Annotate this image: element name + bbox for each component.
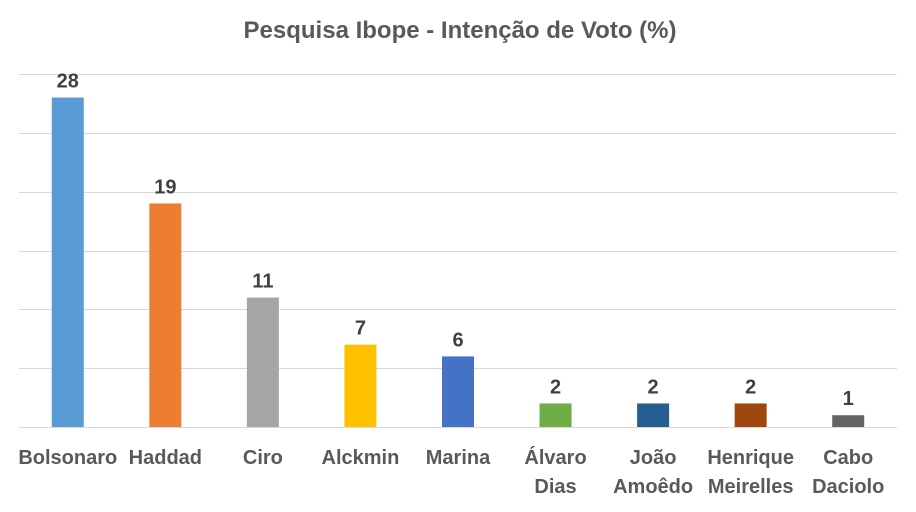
data-label: 1	[843, 388, 854, 410]
data-label: 19	[154, 176, 176, 198]
category-label-line: Bolsonaro	[18, 447, 117, 469]
category-label: Cabo Daciolo	[812, 447, 884, 498]
bars	[51, 97, 865, 428]
category-label: Marina	[426, 447, 491, 469]
data-label: 7	[355, 318, 366, 340]
bar	[637, 403, 670, 427]
category-label: Bolsonaro	[18, 447, 117, 469]
category-label-line: Dias	[534, 476, 576, 498]
category-label-line: Amoêdo	[613, 476, 693, 498]
category-label-line: Daciolo	[812, 476, 884, 498]
category-label-line: Cabo	[823, 447, 873, 469]
category-label: Alckmin	[322, 447, 400, 469]
category-label: Haddad	[129, 447, 202, 469]
bar	[51, 97, 84, 428]
category-label-line: Ciro	[243, 447, 283, 469]
category-label-line: Alckmin	[322, 447, 400, 469]
bar	[149, 203, 182, 427]
data-label: 11	[252, 271, 273, 293]
category-label-line: Marina	[426, 447, 491, 469]
bar	[246, 297, 279, 427]
bar	[734, 403, 767, 427]
bar	[539, 403, 572, 427]
bar	[344, 344, 377, 427]
bar	[442, 356, 474, 427]
category-label: Ciro	[243, 447, 283, 469]
category-label: Henrique Meirelles	[707, 447, 794, 498]
category-label-line: Meirelles	[708, 476, 794, 498]
data-label: 6	[452, 329, 463, 351]
category-labels: Bolsonaro Haddad Ciro Alckmin Marina Álvaro Di…	[18, 446, 884, 498]
category-label: João Amoêdo	[613, 447, 693, 498]
bar	[832, 415, 865, 427]
chart-title: Pesquisa Ibope - Intenção de Voto (%)	[244, 17, 677, 44]
category-label-line: Henrique	[707, 447, 794, 469]
value-labels: 28 19 11 7 6 2 2 2 1	[57, 71, 854, 411]
category-label-line: Álvaro	[524, 446, 586, 469]
category-label-line: João	[630, 447, 677, 469]
data-label: 2	[648, 376, 659, 398]
data-label: 2	[745, 376, 756, 398]
data-label: 28	[57, 71, 79, 93]
category-label: Álvaro Dias	[524, 446, 586, 498]
category-label-line: Haddad	[129, 447, 202, 469]
data-label: 2	[550, 376, 561, 398]
